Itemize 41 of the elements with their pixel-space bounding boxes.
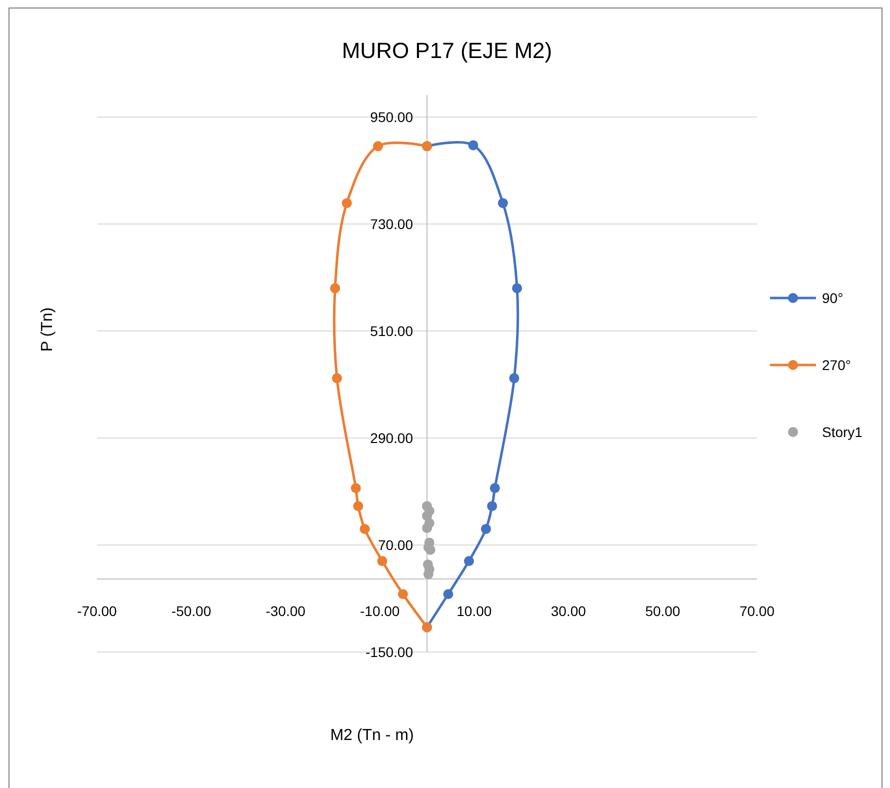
y-tick-label: 950.00 xyxy=(370,109,414,125)
y-tick-label: 70.00 xyxy=(378,537,414,553)
point xyxy=(353,501,364,512)
point xyxy=(480,524,491,534)
point xyxy=(360,524,370,534)
y-axis-title: P (Tn) xyxy=(39,307,56,352)
x-tick-label: -70.00 xyxy=(77,603,118,620)
x-tick-label: 30.00 xyxy=(550,603,586,620)
chart-title: MURO P17 (EJE M2) xyxy=(342,38,552,63)
y-tick-label: 290.00 xyxy=(370,430,414,446)
point xyxy=(330,283,340,294)
y-tick-label: 730.00 xyxy=(370,216,414,232)
x-tick-label: -30.00 xyxy=(266,603,306,620)
legend-label: 90° xyxy=(822,290,844,306)
point xyxy=(377,556,388,566)
point xyxy=(423,569,434,580)
point xyxy=(398,589,408,600)
x-tick-label: -10.00 xyxy=(360,603,400,620)
y-tick-label: -150.00 xyxy=(366,644,414,660)
y-tick-label: 510.00 xyxy=(370,323,414,339)
x-tick-label: 10.00 xyxy=(456,603,492,620)
point xyxy=(443,589,454,600)
point xyxy=(342,198,352,208)
point xyxy=(350,483,361,494)
point xyxy=(487,501,498,512)
x-tick-label: 70.00 xyxy=(739,603,775,620)
point xyxy=(509,373,520,384)
x-axis-title: M2 (Tn - m) xyxy=(330,727,414,744)
point xyxy=(490,483,500,494)
point xyxy=(512,283,522,294)
legend-label: Story1 xyxy=(822,424,863,440)
point xyxy=(464,556,474,566)
point xyxy=(332,373,342,384)
point xyxy=(498,198,508,208)
point xyxy=(372,141,383,152)
point xyxy=(468,140,478,150)
x-tick-label: 50.00 xyxy=(645,603,680,620)
x-tick-label: -50.00 xyxy=(171,603,212,620)
legend-label: 270° xyxy=(822,357,851,373)
point xyxy=(422,522,432,533)
point xyxy=(425,544,436,555)
